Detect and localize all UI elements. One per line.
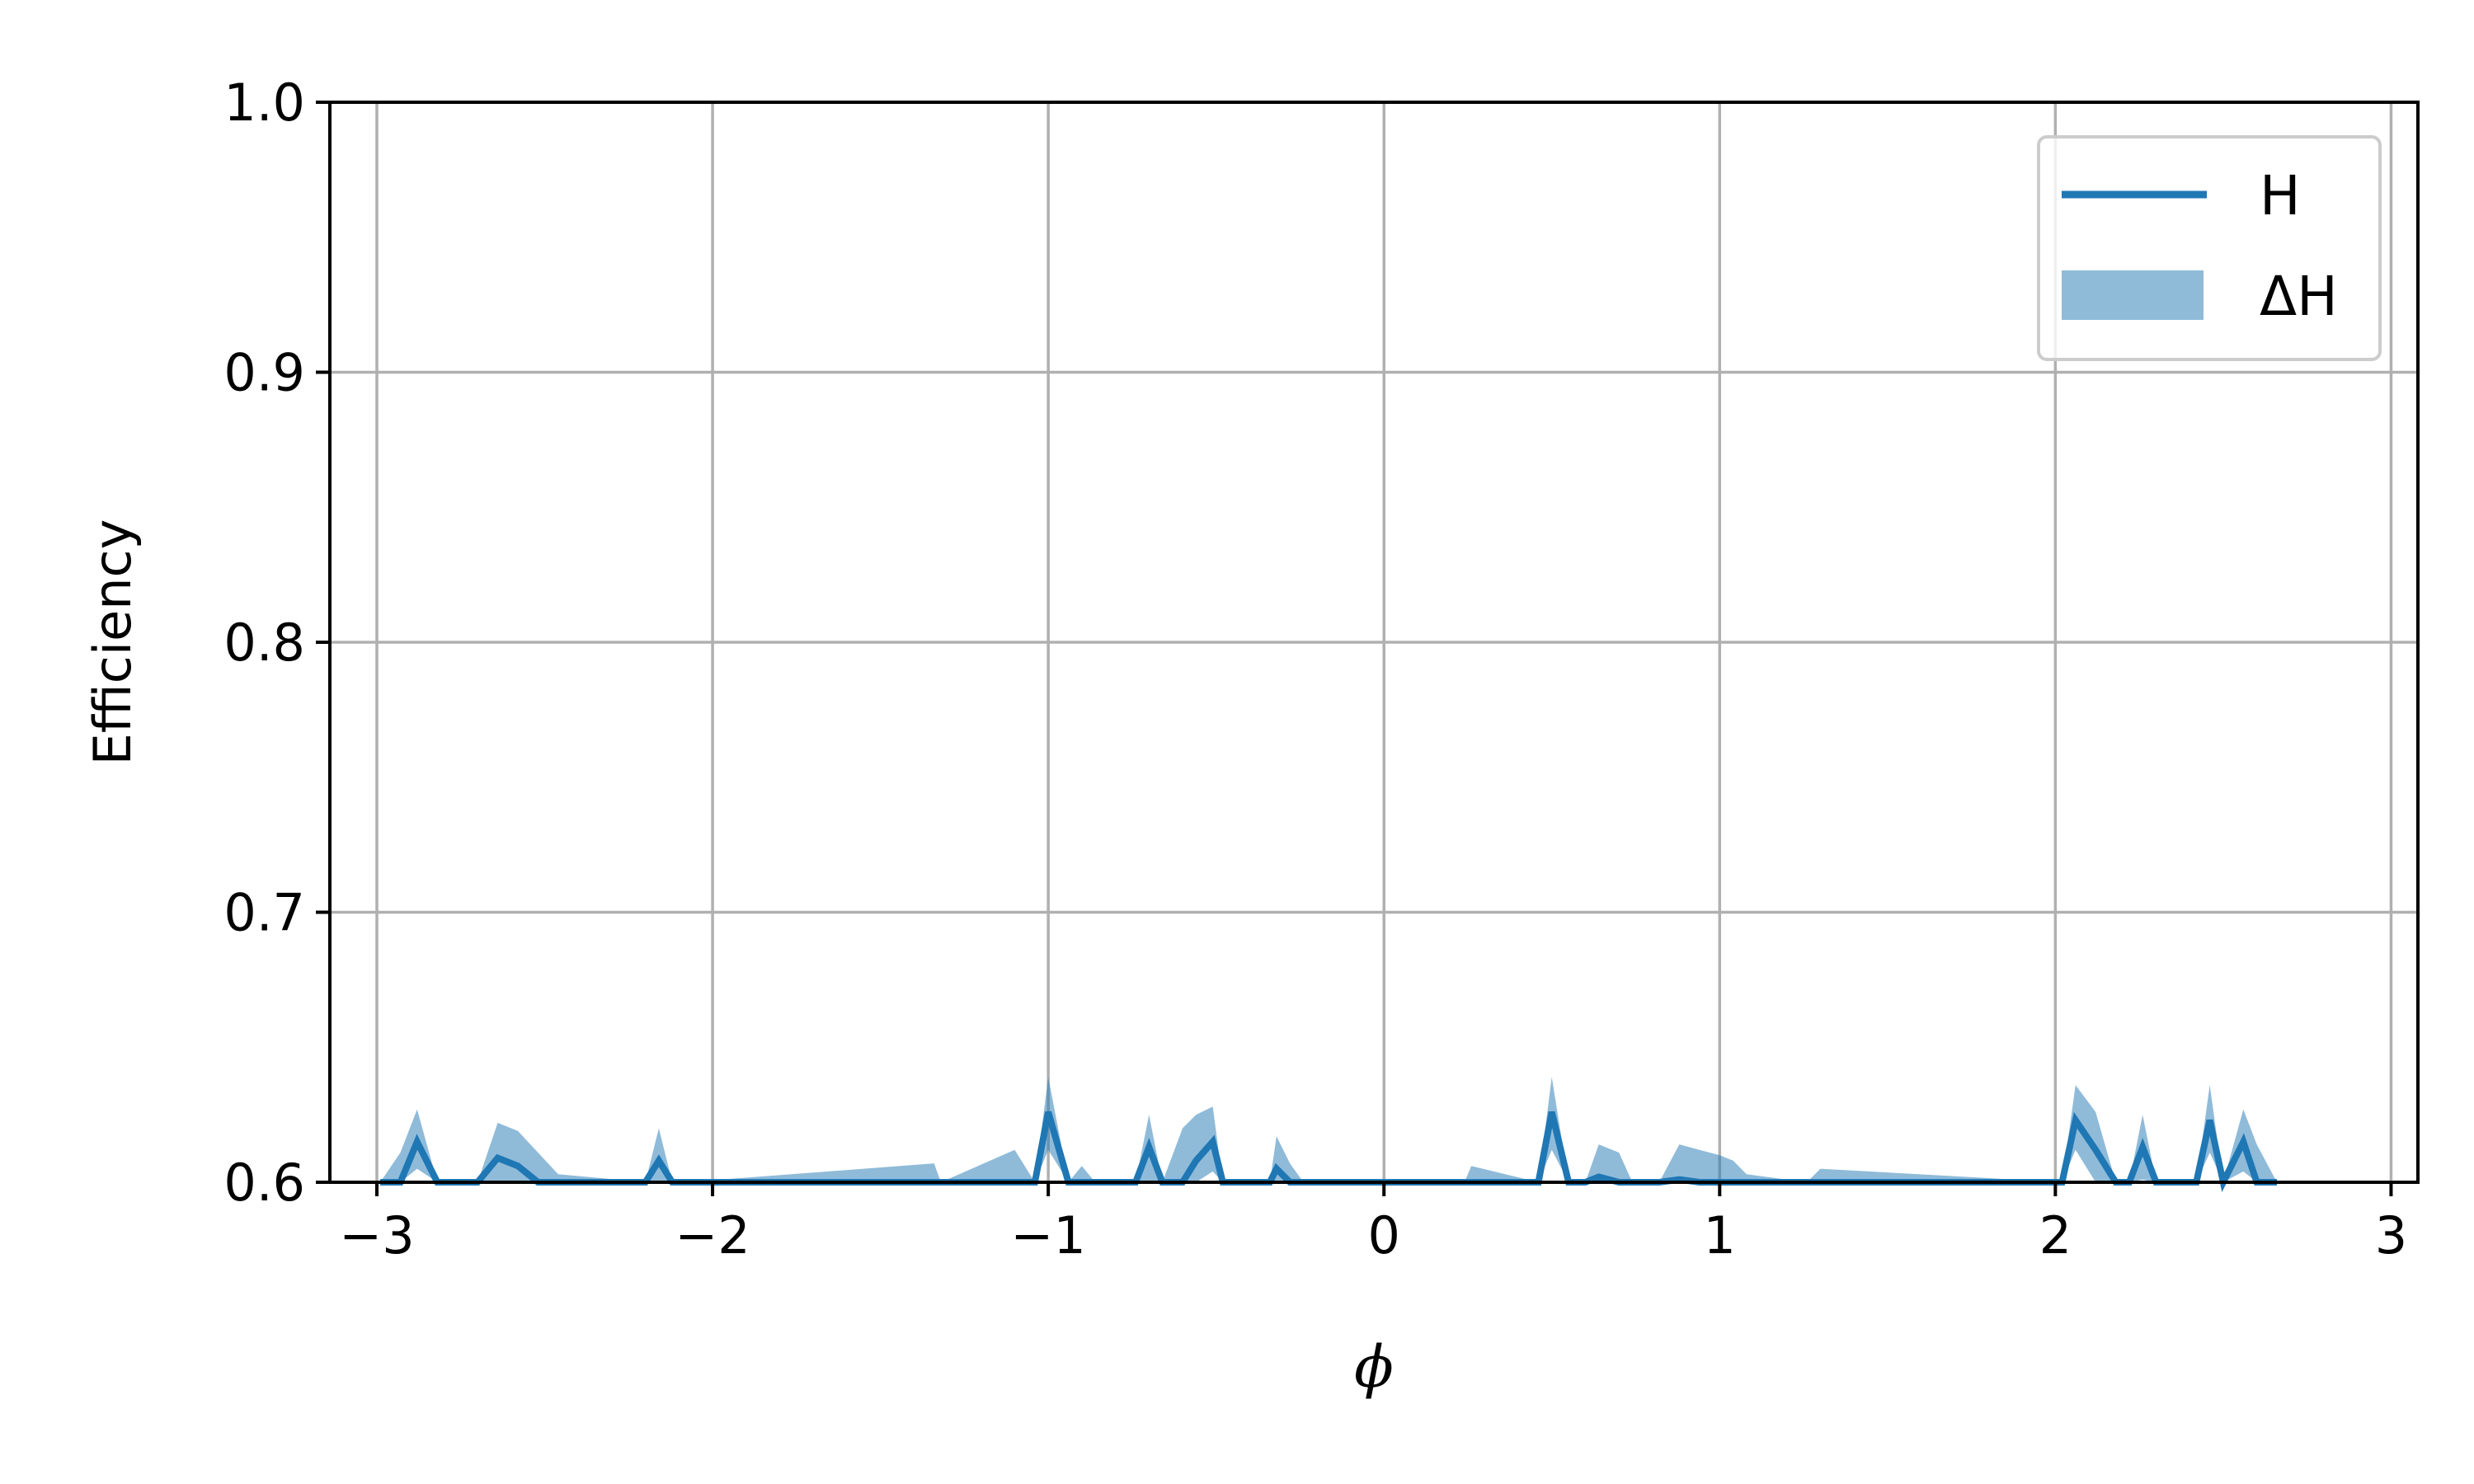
legend-label-h: H (2260, 164, 2301, 228)
x-tick-label-1: −2 (675, 1205, 750, 1266)
x-tick-label-3: 0 (1367, 1205, 1399, 1266)
y-tick-label-2: 0.8 (223, 613, 305, 673)
legend-label-delta-h: ΔH (2260, 265, 2338, 328)
x-tick-label-0: −3 (339, 1205, 414, 1266)
legend-band-swatch (2062, 270, 2204, 320)
y-tick-label-3: 0.9 (223, 343, 305, 403)
x-tick-label-5: 2 (2039, 1205, 2072, 1266)
legend: H ΔH (2037, 135, 2382, 361)
x-axis-label: ϕ (1354, 1333, 1394, 1401)
x-tick-label-4: 1 (1704, 1205, 1736, 1266)
x-tick-label-6: 3 (2375, 1205, 2407, 1266)
x-tick-label-2: −1 (1010, 1205, 1085, 1266)
h-series-line (380, 1111, 2277, 1192)
y-tick-label-4: 1.0 (223, 73, 305, 133)
y-axis-label: Efficiency (82, 519, 143, 766)
y-tick-label-0: 0.6 (223, 1153, 305, 1213)
y-tick-label-1: 0.7 (223, 883, 305, 943)
line-layer (380, 1111, 2277, 1192)
x-ticks: −3 −2 −1 0 1 2 3 (339, 1182, 2407, 1266)
y-ticks: 0.6 0.7 0.8 0.9 1.0 (223, 73, 330, 1213)
